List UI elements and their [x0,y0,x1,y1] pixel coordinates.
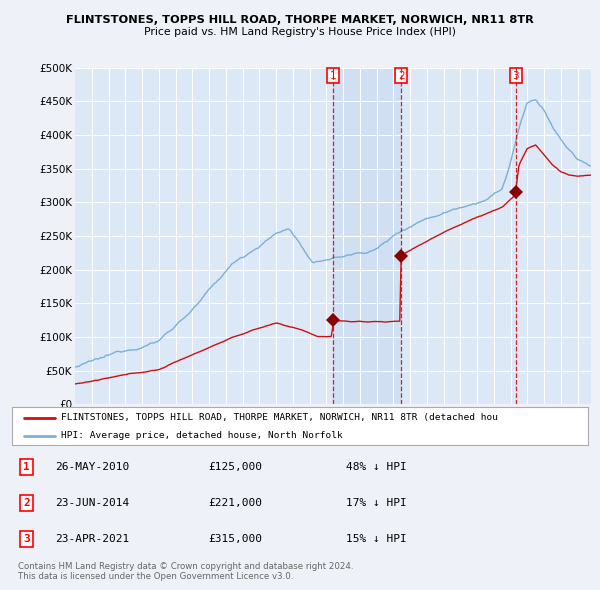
Text: £221,000: £221,000 [208,498,262,508]
Text: Price paid vs. HM Land Registry's House Price Index (HPI): Price paid vs. HM Land Registry's House … [144,27,456,37]
Text: 23-APR-2021: 23-APR-2021 [55,534,130,544]
Text: HPI: Average price, detached house, North Norfolk: HPI: Average price, detached house, Nort… [61,431,343,440]
Bar [333,68,401,404]
Text: 48% ↓ HPI: 48% ↓ HPI [346,462,407,472]
Text: £315,000: £315,000 [208,534,262,544]
Text: Contains HM Land Registry data © Crown copyright and database right 2024.: Contains HM Land Registry data © Crown c… [18,562,353,571]
Text: This data is licensed under the Open Government Licence v3.0.: This data is licensed under the Open Gov… [18,572,293,581]
Text: FLINTSTONES, TOPPS HILL ROAD, THORPE MARKET, NORWICH, NR11 8TR (detached hou: FLINTSTONES, TOPPS HILL ROAD, THORPE MAR… [61,414,498,422]
Text: 2: 2 [398,71,404,81]
Text: 1: 1 [23,462,30,472]
Text: £125,000: £125,000 [208,462,262,472]
Text: 3: 3 [23,534,30,544]
Text: 23-JUN-2014: 23-JUN-2014 [55,498,130,508]
Text: 2: 2 [23,498,30,508]
Text: 17% ↓ HPI: 17% ↓ HPI [346,498,407,508]
Text: FLINTSTONES, TOPPS HILL ROAD, THORPE MARKET, NORWICH, NR11 8TR: FLINTSTONES, TOPPS HILL ROAD, THORPE MAR… [66,15,534,25]
Text: 15% ↓ HPI: 15% ↓ HPI [346,534,407,544]
Text: 3: 3 [512,71,519,81]
Text: 26-MAY-2010: 26-MAY-2010 [55,462,130,472]
Text: 1: 1 [329,71,337,81]
